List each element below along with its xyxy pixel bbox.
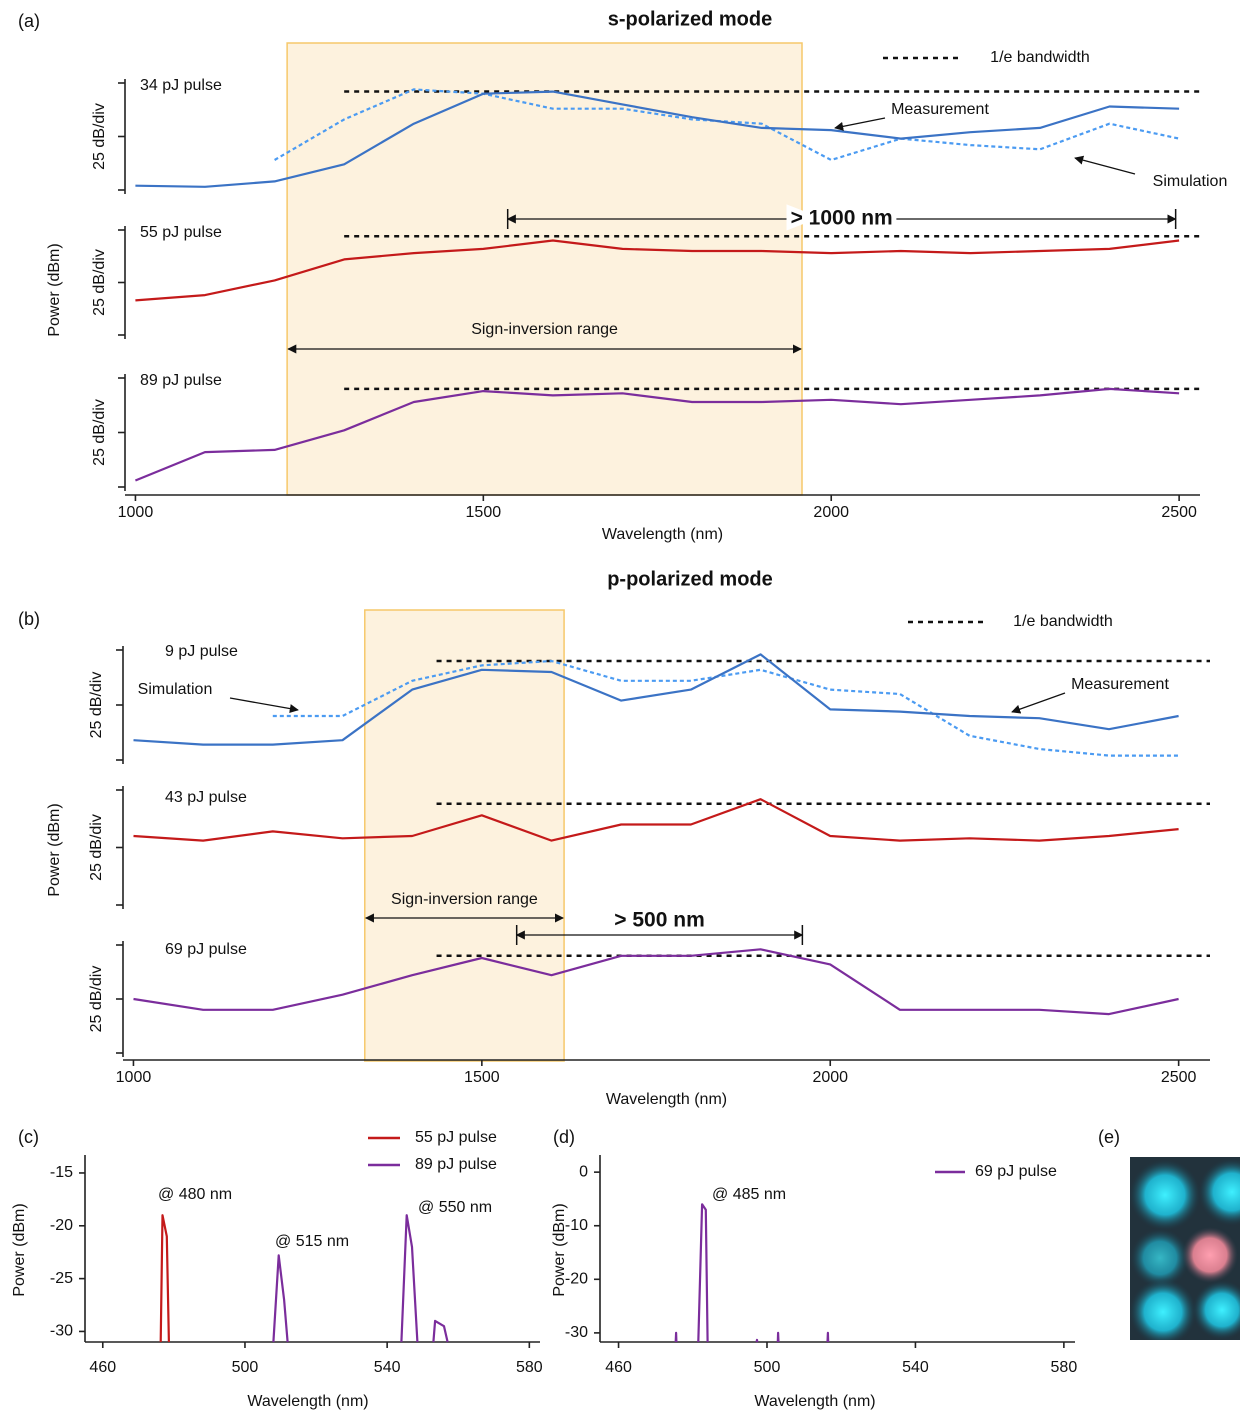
- sub-y-label: 25 dB/div: [88, 672, 105, 739]
- x-tick-label: 2500: [1161, 504, 1197, 521]
- x-tick-label: 1000: [118, 504, 154, 521]
- chart-title: p-polarized mode: [607, 568, 773, 590]
- range-label: Sign-inversion range: [471, 321, 618, 338]
- annotation-arrow: [1074, 155, 1136, 175]
- x-tick-label: 580: [516, 1359, 543, 1376]
- y-tick-label: -25: [50, 1270, 73, 1287]
- y-tick-label: -20: [565, 1271, 588, 1288]
- chart-title: s-polarized mode: [608, 8, 772, 30]
- series-annotation: Simulation: [1153, 173, 1228, 190]
- shaded-range: [286, 42, 803, 496]
- y-axis-label: Power (dBm): [11, 1203, 28, 1296]
- x-tick-label: 500: [754, 1359, 781, 1376]
- y-tick-label: 0: [579, 1163, 588, 1180]
- pulse-label: 34 pJ pulse: [140, 77, 222, 94]
- trace: [135, 239, 1180, 302]
- panel-label: (d): [553, 1127, 575, 1147]
- y-tick-label: -30: [565, 1324, 588, 1341]
- legend-label: 55 pJ pulse: [415, 1129, 497, 1146]
- legend-label: 1/e bandwidth: [1013, 613, 1113, 630]
- trace: [135, 90, 1180, 188]
- annotation-arrow: [834, 117, 886, 131]
- trace: [674, 1203, 830, 1343]
- y-tick-label: -10: [565, 1217, 588, 1234]
- pulse-label: 43 pJ pulse: [165, 789, 247, 806]
- x-tick-label: 580: [1051, 1359, 1078, 1376]
- range-label: Sign-inversion range: [391, 891, 538, 908]
- peak-annotation: @ 480 nm: [158, 1186, 232, 1203]
- x-axis-label: Wavelength (nm): [247, 1393, 368, 1410]
- x-tick-label: 1000: [116, 1069, 152, 1086]
- pulse-label: 69 pJ pulse: [165, 941, 247, 958]
- x-tick-label: 540: [902, 1359, 929, 1376]
- y-tick-label: -20: [50, 1217, 73, 1234]
- panel-label: (a): [18, 11, 40, 31]
- pulse-label: 9 pJ pulse: [165, 643, 238, 660]
- legend-label: 89 pJ pulse: [415, 1156, 497, 1173]
- y-tick-label: -15: [50, 1164, 73, 1181]
- peak-annotation: @ 550 nm: [418, 1199, 492, 1216]
- peak-annotation: @ 515 nm: [275, 1233, 349, 1250]
- x-tick-label: 2000: [813, 504, 849, 521]
- x-tick-label: 500: [232, 1359, 259, 1376]
- trace: [134, 387, 1180, 482]
- panel-label: (e): [1098, 1127, 1120, 1147]
- series-annotation: Measurement: [891, 101, 989, 118]
- x-axis-label: Wavelength (nm): [602, 526, 723, 543]
- trace: [133, 653, 1179, 746]
- trace: [133, 948, 1179, 1016]
- x-axis-label: Wavelength (nm): [754, 1393, 875, 1410]
- shaded-range: [364, 609, 565, 1062]
- x-tick-label: 540: [374, 1359, 401, 1376]
- annotation-arrow: [229, 697, 299, 714]
- sub-y-label: 25 dB/div: [91, 249, 108, 316]
- annotation-arrow: [1011, 692, 1066, 714]
- pulse-label: 89 pJ pulse: [140, 372, 222, 389]
- peak-annotation: @ 485 nm: [712, 1186, 786, 1203]
- x-tick-label: 2000: [812, 1069, 848, 1086]
- trace: [159, 1214, 170, 1343]
- span-label: > 1000 nm: [791, 207, 893, 230]
- series-annotation: Simulation: [138, 681, 213, 698]
- y-axis-label: Power (dBm): [46, 803, 63, 896]
- sub-y-label: 25 dB/div: [91, 103, 108, 170]
- trace: [133, 798, 1179, 842]
- image-e: [1130, 1157, 1240, 1340]
- x-tick-label: 2500: [1161, 1069, 1197, 1086]
- y-axis-label: Power (dBm): [551, 1203, 568, 1296]
- trace: [272, 659, 1179, 757]
- panel-label: (b): [18, 609, 40, 629]
- y-axis-label: Power (dBm): [46, 243, 63, 336]
- y-tick-label: -30: [50, 1323, 73, 1340]
- panel-label: (c): [18, 1127, 39, 1147]
- sub-y-label: 25 dB/div: [88, 814, 105, 881]
- sub-y-label: 25 dB/div: [88, 966, 105, 1033]
- legend-label: 69 pJ pulse: [975, 1163, 1057, 1180]
- legend-label: 1/e bandwidth: [990, 49, 1090, 66]
- pulse-label: 55 pJ pulse: [140, 224, 222, 241]
- trace: [272, 1214, 449, 1343]
- x-tick-label: 1500: [464, 1069, 500, 1086]
- span-label: > 500 nm: [614, 909, 704, 932]
- sub-y-label: 25 dB/div: [91, 399, 108, 466]
- series-annotation: Measurement: [1071, 676, 1169, 693]
- x-tick-label: 460: [89, 1359, 116, 1376]
- x-tick-label: 1500: [466, 504, 502, 521]
- x-axis-label: Wavelength (nm): [606, 1091, 727, 1108]
- x-tick-label: 460: [605, 1359, 632, 1376]
